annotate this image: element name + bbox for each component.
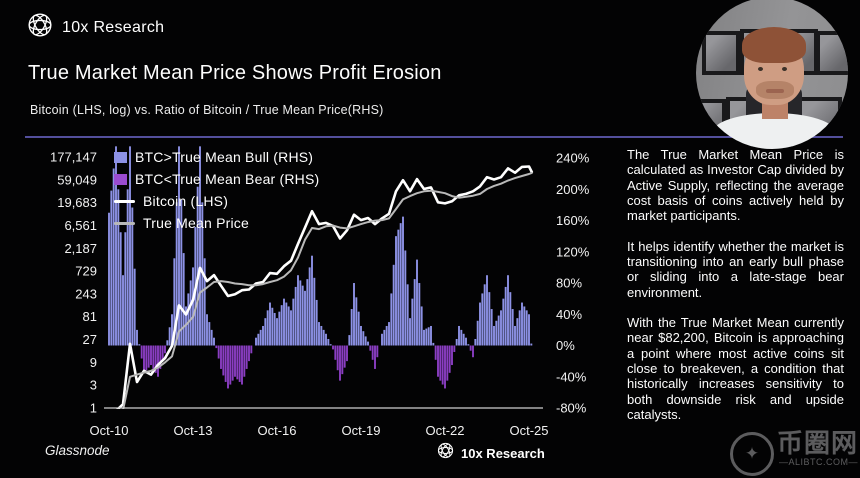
bull-swatch-icon: [114, 151, 127, 163]
legend-label: True Mean Price: [143, 215, 249, 231]
chart-subtitle: Bitcoin (LHS, log) vs. Ratio of Bitcoin …: [30, 103, 384, 117]
bear-swatch-icon: [114, 173, 127, 185]
svg-text:2,187: 2,187: [64, 241, 97, 256]
svg-text:160%: 160%: [556, 213, 590, 228]
footer-brand: 10x Research: [437, 442, 545, 464]
svg-text:729: 729: [75, 264, 97, 279]
data-source-label: Glassnode: [45, 443, 110, 458]
svg-text:120%: 120%: [556, 244, 590, 259]
legend-item-bull: BTC>True Mean Bull (RHS): [114, 148, 319, 166]
globe-logo-icon: [27, 12, 53, 43]
picture-frame: [702, 31, 740, 75]
legend-label: BTC>True Mean Bull (RHS): [135, 149, 314, 165]
svg-text:59,049: 59,049: [57, 172, 97, 187]
svg-text:177,147: 177,147: [50, 150, 97, 165]
svg-text:81: 81: [83, 309, 97, 324]
brand-name: 10x Research: [62, 18, 165, 36]
speaker-mouth: [766, 89, 784, 93]
svg-text:27: 27: [83, 332, 97, 347]
speaker-eye: [758, 67, 763, 71]
footer-brand-name: 10x Research: [461, 445, 545, 461]
globe-logo-icon: [437, 442, 454, 464]
speaker-shirt: [712, 113, 836, 149]
commentary-paragraph: The True Market Mean Price is calculated…: [627, 147, 844, 224]
speaker-hair: [742, 27, 806, 63]
divider-line: [25, 136, 843, 138]
watermark-logo-icon: ✦: [729, 432, 774, 476]
true-mean-line-swatch-icon: [114, 221, 135, 225]
bitcoin-line-swatch-icon: [114, 199, 135, 203]
svg-text:240%: 240%: [556, 151, 590, 166]
brand-header: 10x Research: [27, 12, 164, 43]
commentary-panel: The True Market Mean Price is calculated…: [627, 147, 844, 437]
page-title: True Market Mean Price Shows Profit Eros…: [28, 62, 442, 84]
site-watermark: ✦ 币圈网 —ALIBTC.COM—: [729, 428, 858, 476]
commentary-paragraph: With the True Market Mean currently near…: [627, 314, 844, 422]
watermark-cn-text: 币圈网: [776, 428, 858, 458]
svg-text:Oct-19: Oct-19: [341, 423, 380, 438]
chart-svg: 177,147 59,049 19,683 6,561 2,187 729 243 81 27 9…: [50, 146, 590, 438]
svg-text:40%: 40%: [556, 307, 582, 322]
svg-text:19,683: 19,683: [57, 195, 97, 210]
svg-text:-80%: -80%: [556, 401, 587, 416]
speaker-webcam: [696, 0, 848, 149]
svg-text:80%: 80%: [556, 276, 582, 291]
svg-text:1: 1: [90, 401, 97, 416]
svg-text:-40%: -40%: [556, 369, 587, 384]
legend-item-bitcoin: Bitcoin (LHS): [114, 192, 319, 210]
svg-text:200%: 200%: [556, 182, 590, 197]
watermark-domain: —ALIBTC.COM—: [778, 456, 858, 467]
svg-text:Oct-16: Oct-16: [257, 423, 296, 438]
svg-text:9: 9: [90, 355, 97, 370]
svg-text:Oct-13: Oct-13: [173, 423, 212, 438]
svg-text:3: 3: [90, 378, 97, 393]
picture-frame: [816, 31, 848, 75]
svg-text:Oct-10: Oct-10: [89, 423, 128, 438]
chart-legend: BTC>True Mean Bull (RHS) BTC<True Mean B…: [114, 148, 319, 232]
svg-text:6,561: 6,561: [64, 218, 97, 233]
svg-text:0%: 0%: [556, 338, 575, 353]
legend-item-true-mean: True Mean Price: [114, 214, 319, 232]
svg-text:Oct-25: Oct-25: [509, 423, 548, 438]
svg-text:243: 243: [75, 286, 97, 301]
speaker-eye: [782, 67, 787, 71]
legend-item-bear: BTC<True Mean Bear (RHS): [114, 170, 319, 188]
legend-label: Bitcoin (LHS): [143, 193, 229, 209]
legend-label: BTC<True Mean Bear (RHS): [135, 171, 320, 187]
svg-text:Oct-22: Oct-22: [425, 423, 464, 438]
commentary-paragraph: It helps identify whether the market is …: [627, 238, 844, 300]
